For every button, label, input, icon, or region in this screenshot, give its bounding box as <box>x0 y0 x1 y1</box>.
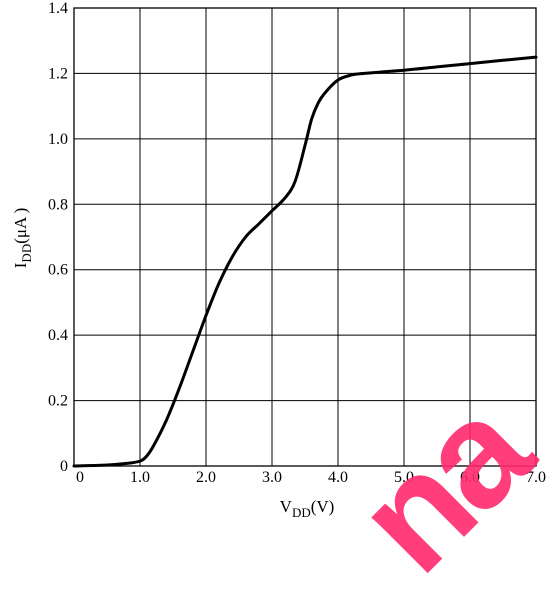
x-tick-label: 0 <box>76 469 84 486</box>
series-line <box>72 55 538 468</box>
y-tick-label: 1.2 <box>48 65 68 82</box>
x-tick-labels: 0 1.0 2.0 3.0 4.0 5.0 6.0 7.0 <box>76 469 546 486</box>
y-axis-label: IDD(μA ) <box>11 208 34 268</box>
x-tick-label: 2.0 <box>196 469 216 486</box>
y-tick-label: 0.2 <box>48 393 68 410</box>
plot-frame <box>73 7 537 467</box>
y-axis-label-sub: DD <box>19 244 34 263</box>
chart: 0 1.0 2.0 3.0 4.0 5.0 6.0 7.0 0 0.2 0.4 0.6 0.8 1.0 1… <box>11 0 546 520</box>
x-tick-label: 5.0 <box>394 469 414 486</box>
x-axis-label: VDD(V) <box>280 497 335 520</box>
y-tick-label: 0.4 <box>48 327 68 344</box>
y-axis-label-main: I <box>11 262 30 268</box>
x-tick-label: 4.0 <box>328 469 348 486</box>
x-tick-label: 7.0 <box>526 469 546 486</box>
y-tick-labels: 0 0.2 0.4 0.6 0.8 1.0 1.2 1.4 <box>48 0 68 475</box>
y-tick-label: 0.6 <box>48 262 68 279</box>
x-tick-label: 6.0 <box>460 469 480 486</box>
x-axis-label-sub: DD <box>292 505 311 520</box>
y-tick-label: 1.4 <box>48 0 68 17</box>
x-tick-label: 3.0 <box>262 469 282 486</box>
grid <box>73 7 537 467</box>
y-tick-label: 1.0 <box>48 131 68 148</box>
x-axis-label-main: V <box>280 497 293 516</box>
y-tick-label: 0 <box>60 458 68 475</box>
x-tick-label: 1.0 <box>130 469 150 486</box>
y-axis-label-unit: (μA ) <box>11 208 30 244</box>
y-tick-label: 0.8 <box>48 196 68 213</box>
x-axis-label-unit: (V) <box>311 497 335 516</box>
